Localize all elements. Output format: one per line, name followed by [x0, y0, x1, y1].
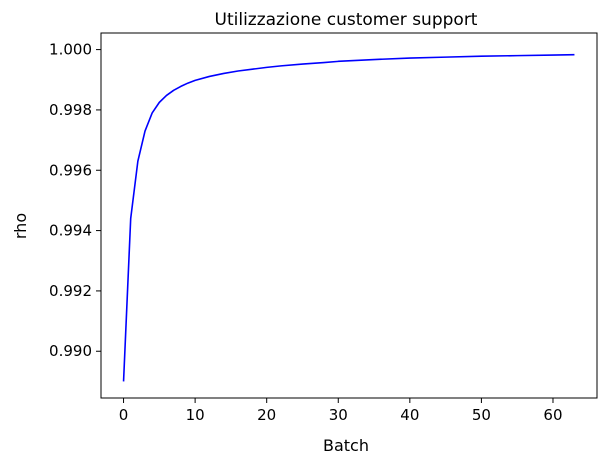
- plot-area-frame: [100, 32, 598, 399]
- x-tick-label: 20: [257, 406, 276, 424]
- series-layer: [122, 53, 575, 382]
- y-axis: 0.990 0.992 0.994 0.996 0.998 1.000: [49, 41, 101, 360]
- y-tick-label: 0.998: [49, 101, 92, 119]
- x-tick-label: 30: [329, 406, 348, 424]
- series-line: [122, 53, 575, 382]
- x-tick-label: 40: [400, 406, 419, 424]
- y-tick-label: 0.994: [49, 222, 92, 240]
- x-tick-label: 60: [543, 406, 562, 424]
- y-tick-label: 0.996: [49, 161, 92, 179]
- x-tick-label: 10: [186, 406, 205, 424]
- y-tick-label: 1.000: [49, 41, 92, 59]
- y-axis-label: rho: [11, 213, 30, 239]
- x-axis: 0 10 20 30 40 50 60: [119, 398, 563, 424]
- y-tick-label: 0.990: [49, 342, 92, 360]
- x-tick-label: 0: [119, 406, 129, 424]
- chart-title: Utilizzazione customer support: [215, 10, 478, 30]
- y-tick-label: 0.992: [49, 282, 92, 300]
- x-tick-label: 50: [472, 406, 491, 424]
- x-axis-label: Batch: [323, 436, 369, 455]
